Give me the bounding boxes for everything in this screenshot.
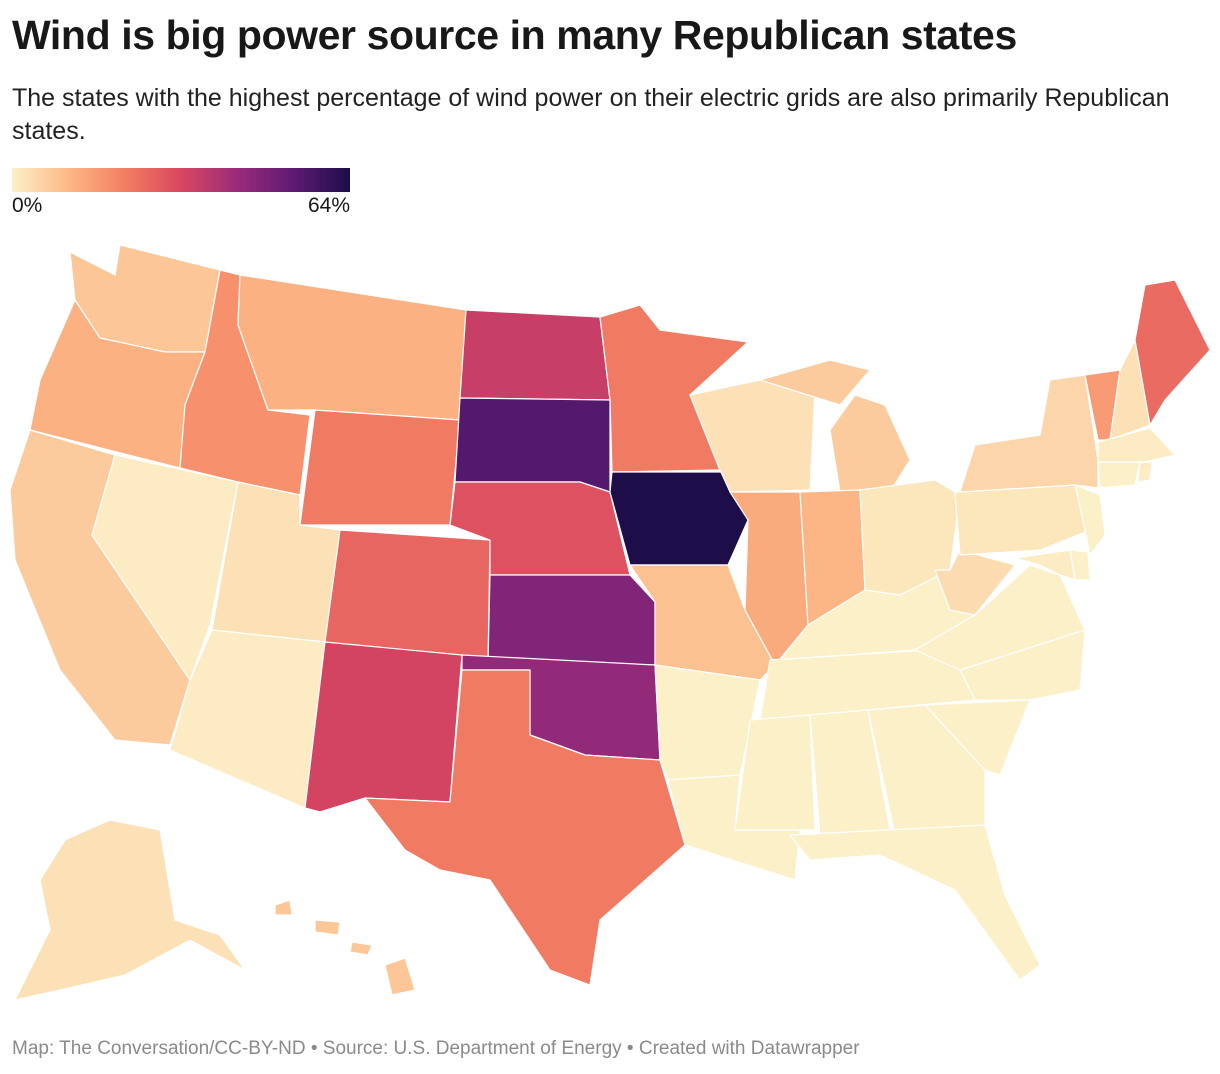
chart-subtitle: The states with the highest percentage o… xyxy=(12,84,1170,145)
us-states-map xyxy=(9,244,1211,1001)
chart-title: Wind is big power source in many Republi… xyxy=(12,12,1017,58)
state-CT[interactable] xyxy=(1097,461,1141,489)
state-SC[interactable] xyxy=(924,699,1031,776)
state-ND[interactable] xyxy=(459,309,611,401)
legend-max-label: 64% xyxy=(307,194,350,217)
state-MS[interactable] xyxy=(734,714,816,831)
state-AZ[interactable] xyxy=(169,629,326,809)
state-ME[interactable] xyxy=(1134,279,1211,426)
source-footer: Map: The Conversation/CC-BY-ND • Source:… xyxy=(12,1038,860,1059)
legend-min-label: 0% xyxy=(12,194,43,217)
state-NJ[interactable] xyxy=(1074,484,1106,556)
state-KS[interactable] xyxy=(487,574,656,666)
state-HI[interactable] xyxy=(274,899,416,996)
state-NM[interactable] xyxy=(304,641,463,813)
state-AK[interactable] xyxy=(14,819,246,1001)
state-MT[interactable] xyxy=(237,274,467,421)
state-MA[interactable] xyxy=(1097,427,1176,463)
state-TX[interactable] xyxy=(364,669,686,986)
legend-gradient-bar xyxy=(12,168,350,192)
state-WY[interactable] xyxy=(299,409,461,526)
color-legend: 0% 64% xyxy=(12,168,350,218)
state-MD[interactable] xyxy=(1014,549,1076,581)
state-FL[interactable] xyxy=(789,824,1041,981)
state-RI[interactable] xyxy=(1137,461,1153,483)
state-PA[interactable] xyxy=(954,484,1091,556)
state-GA[interactable] xyxy=(867,704,986,836)
state-WV[interactable] xyxy=(934,549,1016,616)
state-SD[interactable] xyxy=(454,397,611,493)
state-NY[interactable] xyxy=(959,374,1099,493)
